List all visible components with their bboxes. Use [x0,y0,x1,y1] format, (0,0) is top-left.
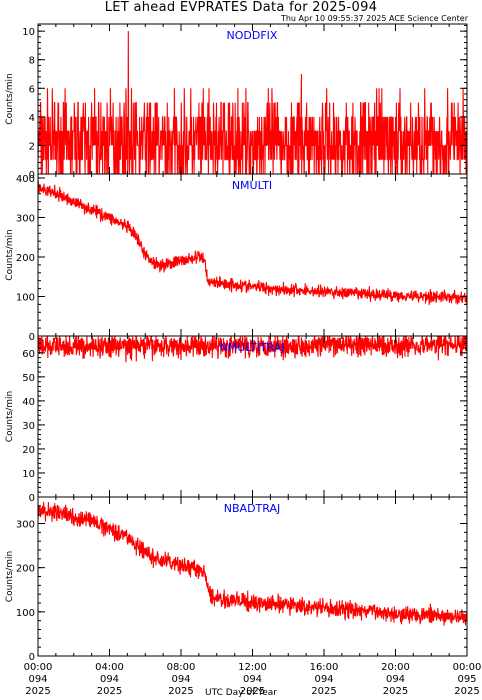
y-tick-label: 20 [22,445,35,456]
panel-title-2: NMULTITRAJ [219,341,284,354]
y-tick-label: 30 [22,421,35,432]
x-tick-label-year: 2025 [25,686,50,697]
y-axis-title-1: Counts/min [5,229,15,280]
y-tick-label: 10 [22,469,35,480]
series-line-1 [38,180,467,305]
panel-2: 0 10 20 30 40 50 60 Counts/min NMULTITRAJ [5,335,468,504]
plot-frame-1 [37,173,468,337]
generation-timestamp: Thu Apr 10 09:55:37 2025 ACE Science Cen… [280,14,468,23]
y-tick-label: 300 [16,213,35,224]
y-tick-label: 40 [22,397,35,408]
x-tick-label-doy: 094 [386,674,405,685]
y-tick-label: 10 [22,27,35,38]
y-tick-label: 8 [29,56,35,67]
x-tick-label-doy: 094 [28,674,47,685]
chart-main-title: LET ahead EVPRATES Data for 2025-094 [104,0,378,15]
panel-title-0: NODDFIX [227,29,278,42]
x-tick-label-time: 12:00 [238,662,267,673]
x-tick-label-time: 08:00 [167,662,196,673]
panel-3: 0 100 200 300 Counts/min NBADTRAJ [5,496,468,663]
y-axis-title-0: Counts/min [5,73,15,124]
y-tick-label: 50 [22,373,35,384]
x-tick-label-time: 16:00 [310,662,339,673]
y-axis-title-2: Counts/min [5,391,15,442]
x-tick-label-doy: 094 [243,674,262,685]
y-tick-label: 300 [16,520,35,531]
series-line-0 [38,31,467,174]
series-line-3 [38,501,467,627]
y-tick-label: 100 [16,292,35,303]
x-tick-label-doy: 095 [457,674,476,685]
x-tick-label-year: 2025 [454,686,479,697]
x-tick-label-year: 2025 [311,686,336,697]
y-axis-title-3: Counts/min [5,551,15,602]
y-tick-label: 4 [29,113,35,124]
x-axis-title: UTC Day of Year [205,688,277,698]
x-tick-label-year: 2025 [97,686,122,697]
x-tick-label-year: 2025 [168,686,193,697]
panel-title-3: NBADTRAJ [224,502,280,515]
panel-0: 0 2 4 6 8 10 Counts/min NODDFIX [5,23,468,181]
x-tick-label-time: 20:00 [381,662,410,673]
panel-1: 0 100 200 300 400 Counts/min NMULTI [5,173,468,343]
x-tick-label-doy: 094 [171,674,190,685]
y-tick-label: 0 [29,170,35,181]
x-tick-label-doy: 094 [100,674,119,685]
panel-title-1: NMULTI [232,179,272,192]
y-tick-label: 100 [16,608,35,619]
x-tick-label-year: 2025 [383,686,408,697]
y-tick-label: 2 [29,141,35,152]
x-tick-label-doy: 094 [314,674,333,685]
y-tick-label: 200 [16,564,35,575]
y-tick-label: 6 [29,84,35,95]
y-tick-label: 60 [22,349,35,360]
y-tick-label: 0 [29,332,35,343]
x-tick-label-time: 00:00 [24,662,53,673]
x-tick-label-year: 2025 [240,686,265,697]
plot-frame-2 [37,335,468,498]
y-tick-label: 0 [29,652,35,663]
x-tick-label-time: 04:00 [95,662,124,673]
x-tick-label-time: 00:00 [453,662,482,673]
y-tick-label: 400 [16,174,35,185]
y-tick-label: 200 [16,253,35,264]
y-tick-label: 0 [29,493,35,504]
